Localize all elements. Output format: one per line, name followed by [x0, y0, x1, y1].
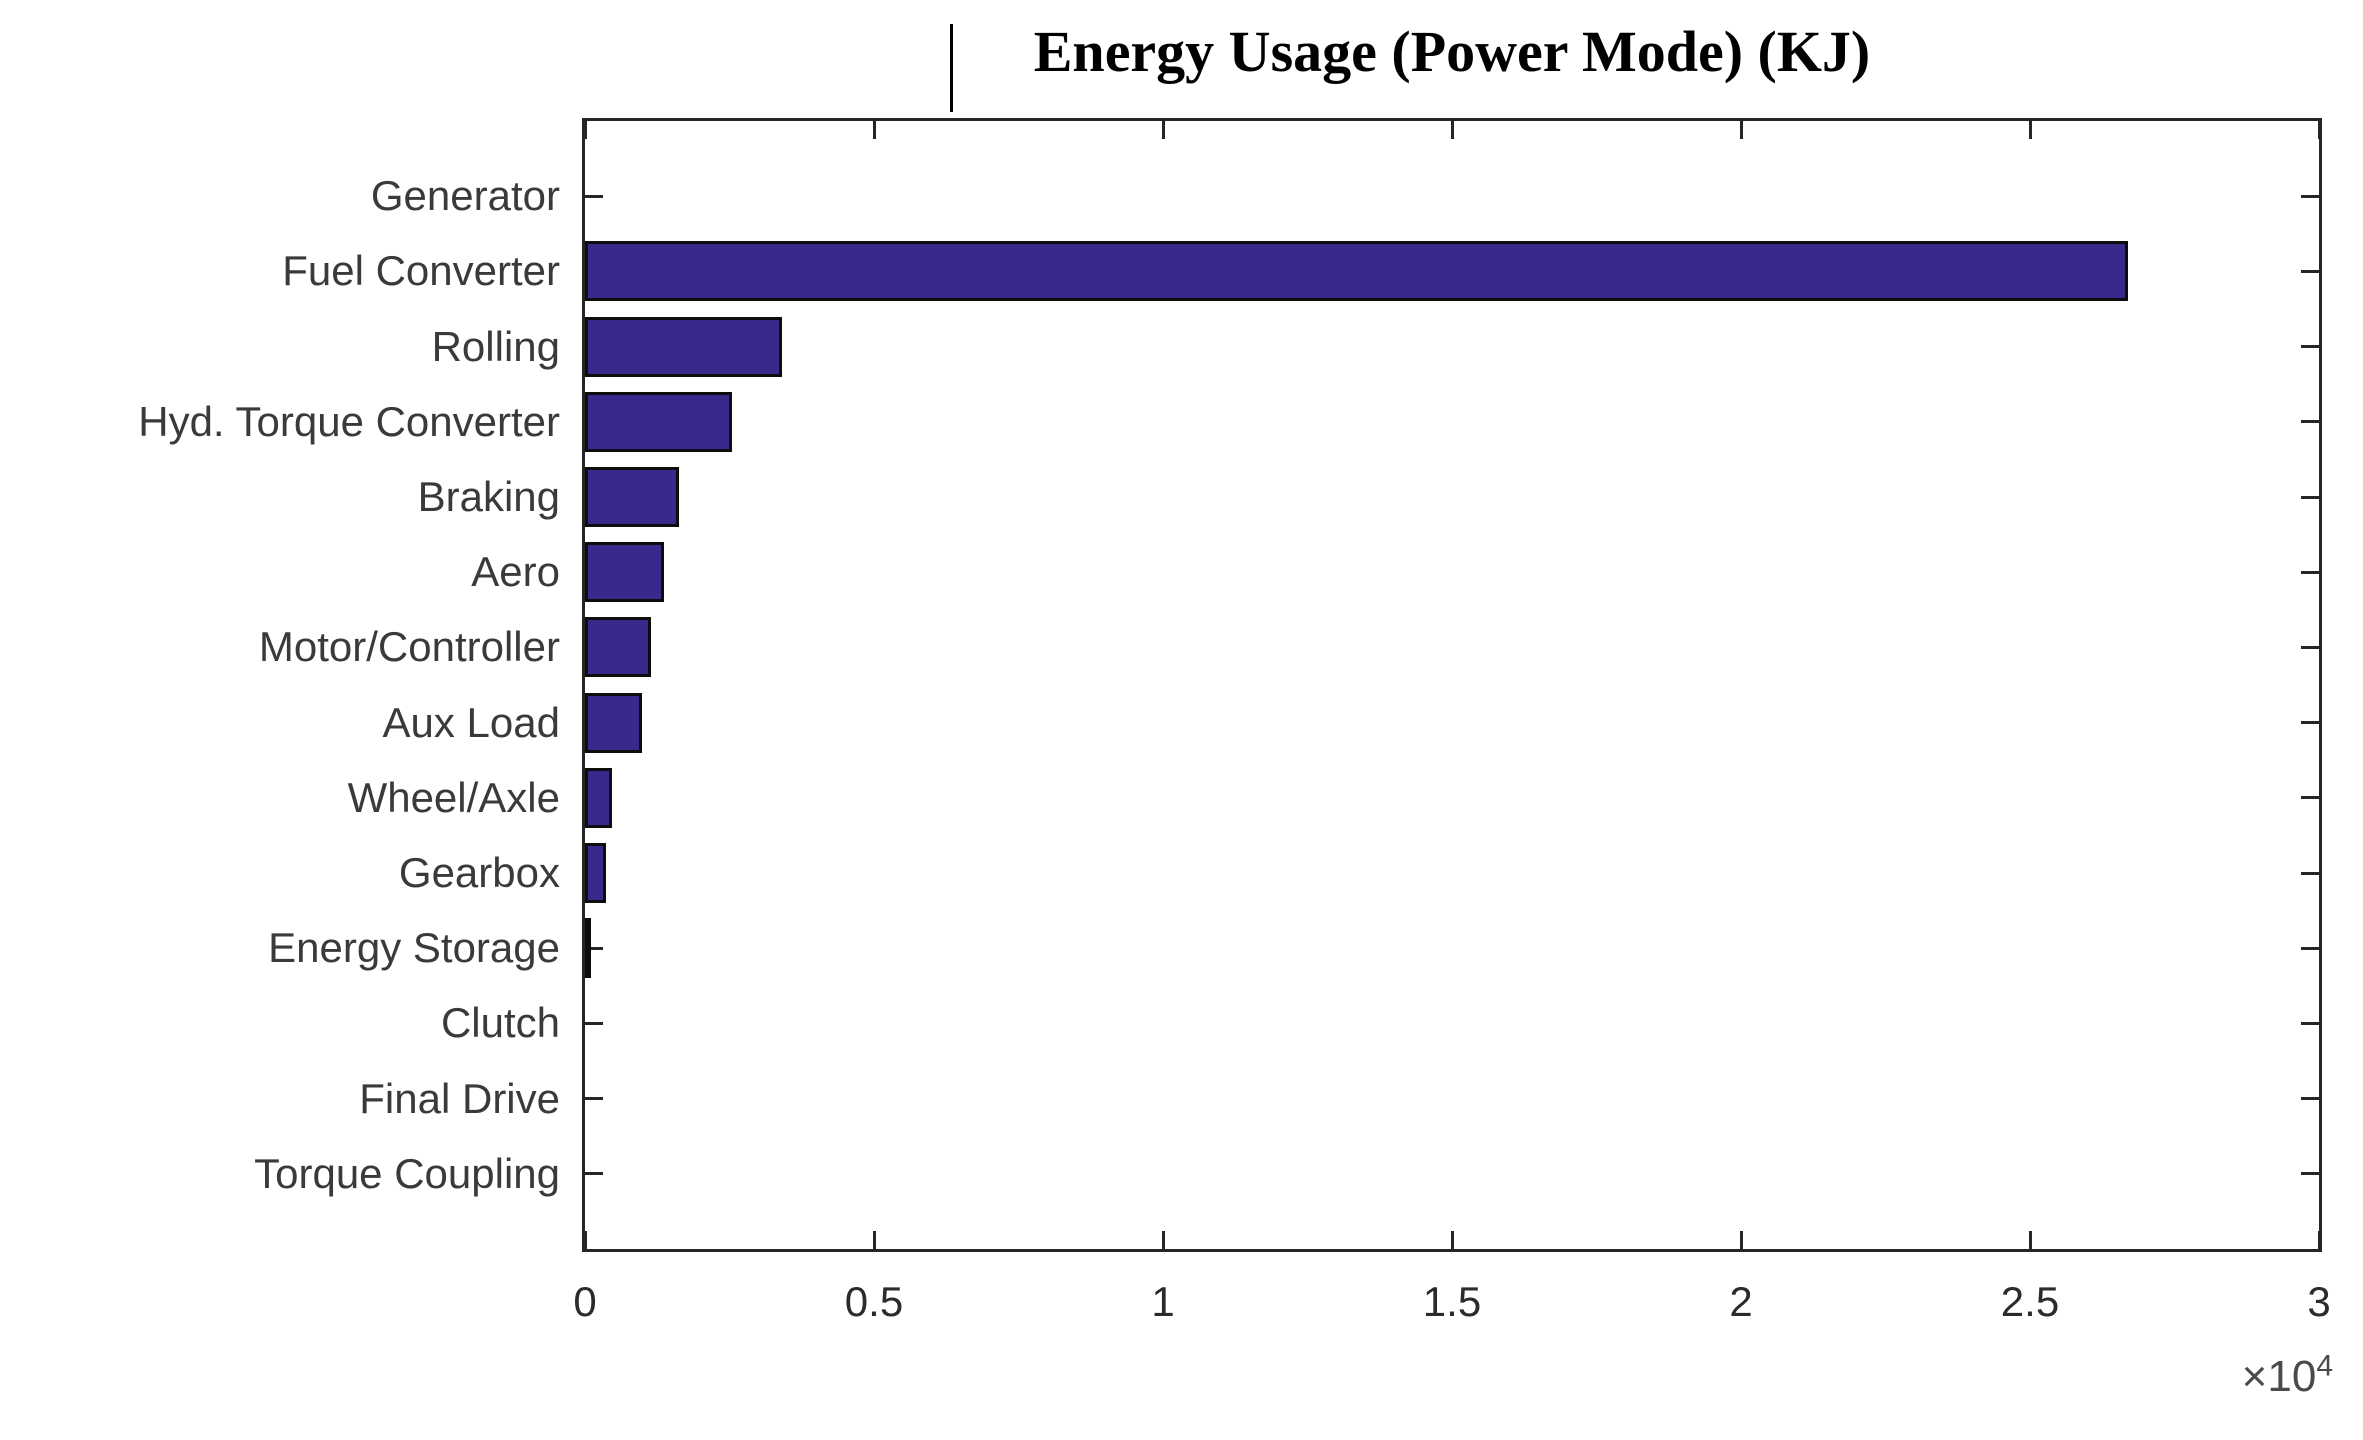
- y-axis-labels: Generator Fuel Converter Rolling Hyd. Torqu…: [0, 0, 560, 1440]
- x-tick-bottom: [1161, 1231, 1165, 1249]
- y-tick-right: [2301, 1021, 2319, 1025]
- y-tick-left: [585, 1097, 603, 1101]
- x-tick-top: [1161, 121, 1165, 139]
- bar-motor-controller: [585, 617, 652, 678]
- x-tick-top: [583, 121, 587, 139]
- x-axis-multiplier: ×104: [2241, 1349, 2333, 1402]
- x-tick-bottom: [2317, 1231, 2321, 1249]
- plot-area: [582, 118, 2322, 1252]
- multiplier-base: ×10: [2241, 1352, 2317, 1401]
- y-tick-right: [2301, 194, 2319, 198]
- y-tick-label-final-drive: Final Drive: [359, 1074, 560, 1122]
- x-tick-top: [872, 121, 876, 139]
- y-tick-right: [2301, 1172, 2319, 1176]
- x-tick-bottom: [872, 1231, 876, 1249]
- chart-title: Energy Usage (Power Mode) (KJ): [1033, 19, 1871, 84]
- y-tick-label-clutch: Clutch: [440, 999, 560, 1047]
- x-tick-top: [1450, 121, 1454, 139]
- y-tick-label-motor-controller: Motor/Controller: [258, 623, 560, 671]
- bar-aero: [585, 542, 664, 603]
- y-tick-right: [2301, 570, 2319, 574]
- x-tick-label-0-5: 0.5: [844, 1278, 904, 1325]
- x-tick-label-0: 0: [573, 1278, 597, 1325]
- x-tick-bottom: [1739, 1231, 1743, 1249]
- x-tick-top: [2317, 121, 2321, 139]
- x-tick-label-1: 1: [1151, 1278, 1175, 1325]
- multiplier-exponent: 4: [2316, 1349, 2333, 1383]
- y-tick-left: [585, 1172, 603, 1176]
- x-tick-label-2: 2: [1729, 1278, 1753, 1325]
- bar-gearbox: [585, 843, 606, 903]
- y-tick-right: [2301, 645, 2319, 649]
- x-tick-bottom: [583, 1231, 587, 1249]
- bar-energy-storage: [585, 918, 592, 979]
- bar-rolling: [585, 316, 782, 377]
- y-tick-label-energy-storage: Energy Storage: [268, 924, 560, 972]
- y-tick-label-wheel-axle: Wheel/Axle: [347, 773, 560, 821]
- x-tick-bottom: [1450, 1231, 1454, 1249]
- y-tick-left: [585, 946, 603, 950]
- y-tick-label-hyd-torque-converter: Hyd. Torque Converter: [138, 397, 560, 445]
- y-tick-label-gearbox: Gearbox: [398, 849, 560, 896]
- y-tick-right: [2301, 871, 2319, 875]
- y-tick-left: [585, 194, 603, 198]
- y-tick-right: [2301, 796, 2319, 800]
- x-tick-top: [2028, 121, 2032, 139]
- y-tick-right: [2301, 1097, 2319, 1101]
- y-tick-right: [2301, 345, 2319, 349]
- y-tick-label-rolling: Rolling: [431, 322, 560, 370]
- bar-fuel-converter: [585, 241, 2129, 302]
- y-tick-right: [2301, 420, 2319, 424]
- y-tick-label-fuel-converter: Fuel Converter: [282, 247, 560, 295]
- bar-braking: [585, 467, 679, 527]
- bar-hyd-torque-converter: [585, 391, 733, 452]
- y-tick-label-aux-load: Aux Load: [382, 698, 560, 746]
- bar-wheel-axle: [585, 767, 613, 828]
- y-tick-label-aero: Aero: [471, 548, 560, 596]
- x-tick-label-2-5: 2.5: [2000, 1278, 2060, 1325]
- x-tick-top: [1739, 121, 1743, 139]
- text-cursor: [950, 24, 953, 112]
- bar-aux-load: [585, 692, 642, 753]
- x-tick-bottom: [2028, 1231, 2032, 1249]
- y-tick-left: [585, 1021, 603, 1025]
- y-tick-right: [2301, 495, 2319, 499]
- y-tick-label-braking: Braking: [417, 473, 560, 520]
- y-tick-right: [2301, 269, 2319, 273]
- y-tick-right: [2301, 946, 2319, 950]
- y-tick-label-generator: Generator: [370, 172, 560, 220]
- x-tick-label-1-5: 1.5: [1422, 1278, 1482, 1325]
- x-tick-label-3: 3: [2307, 1278, 2331, 1325]
- y-tick-right: [2301, 721, 2319, 725]
- y-tick-label-torque-coupling: Torque Coupling: [254, 1149, 560, 1197]
